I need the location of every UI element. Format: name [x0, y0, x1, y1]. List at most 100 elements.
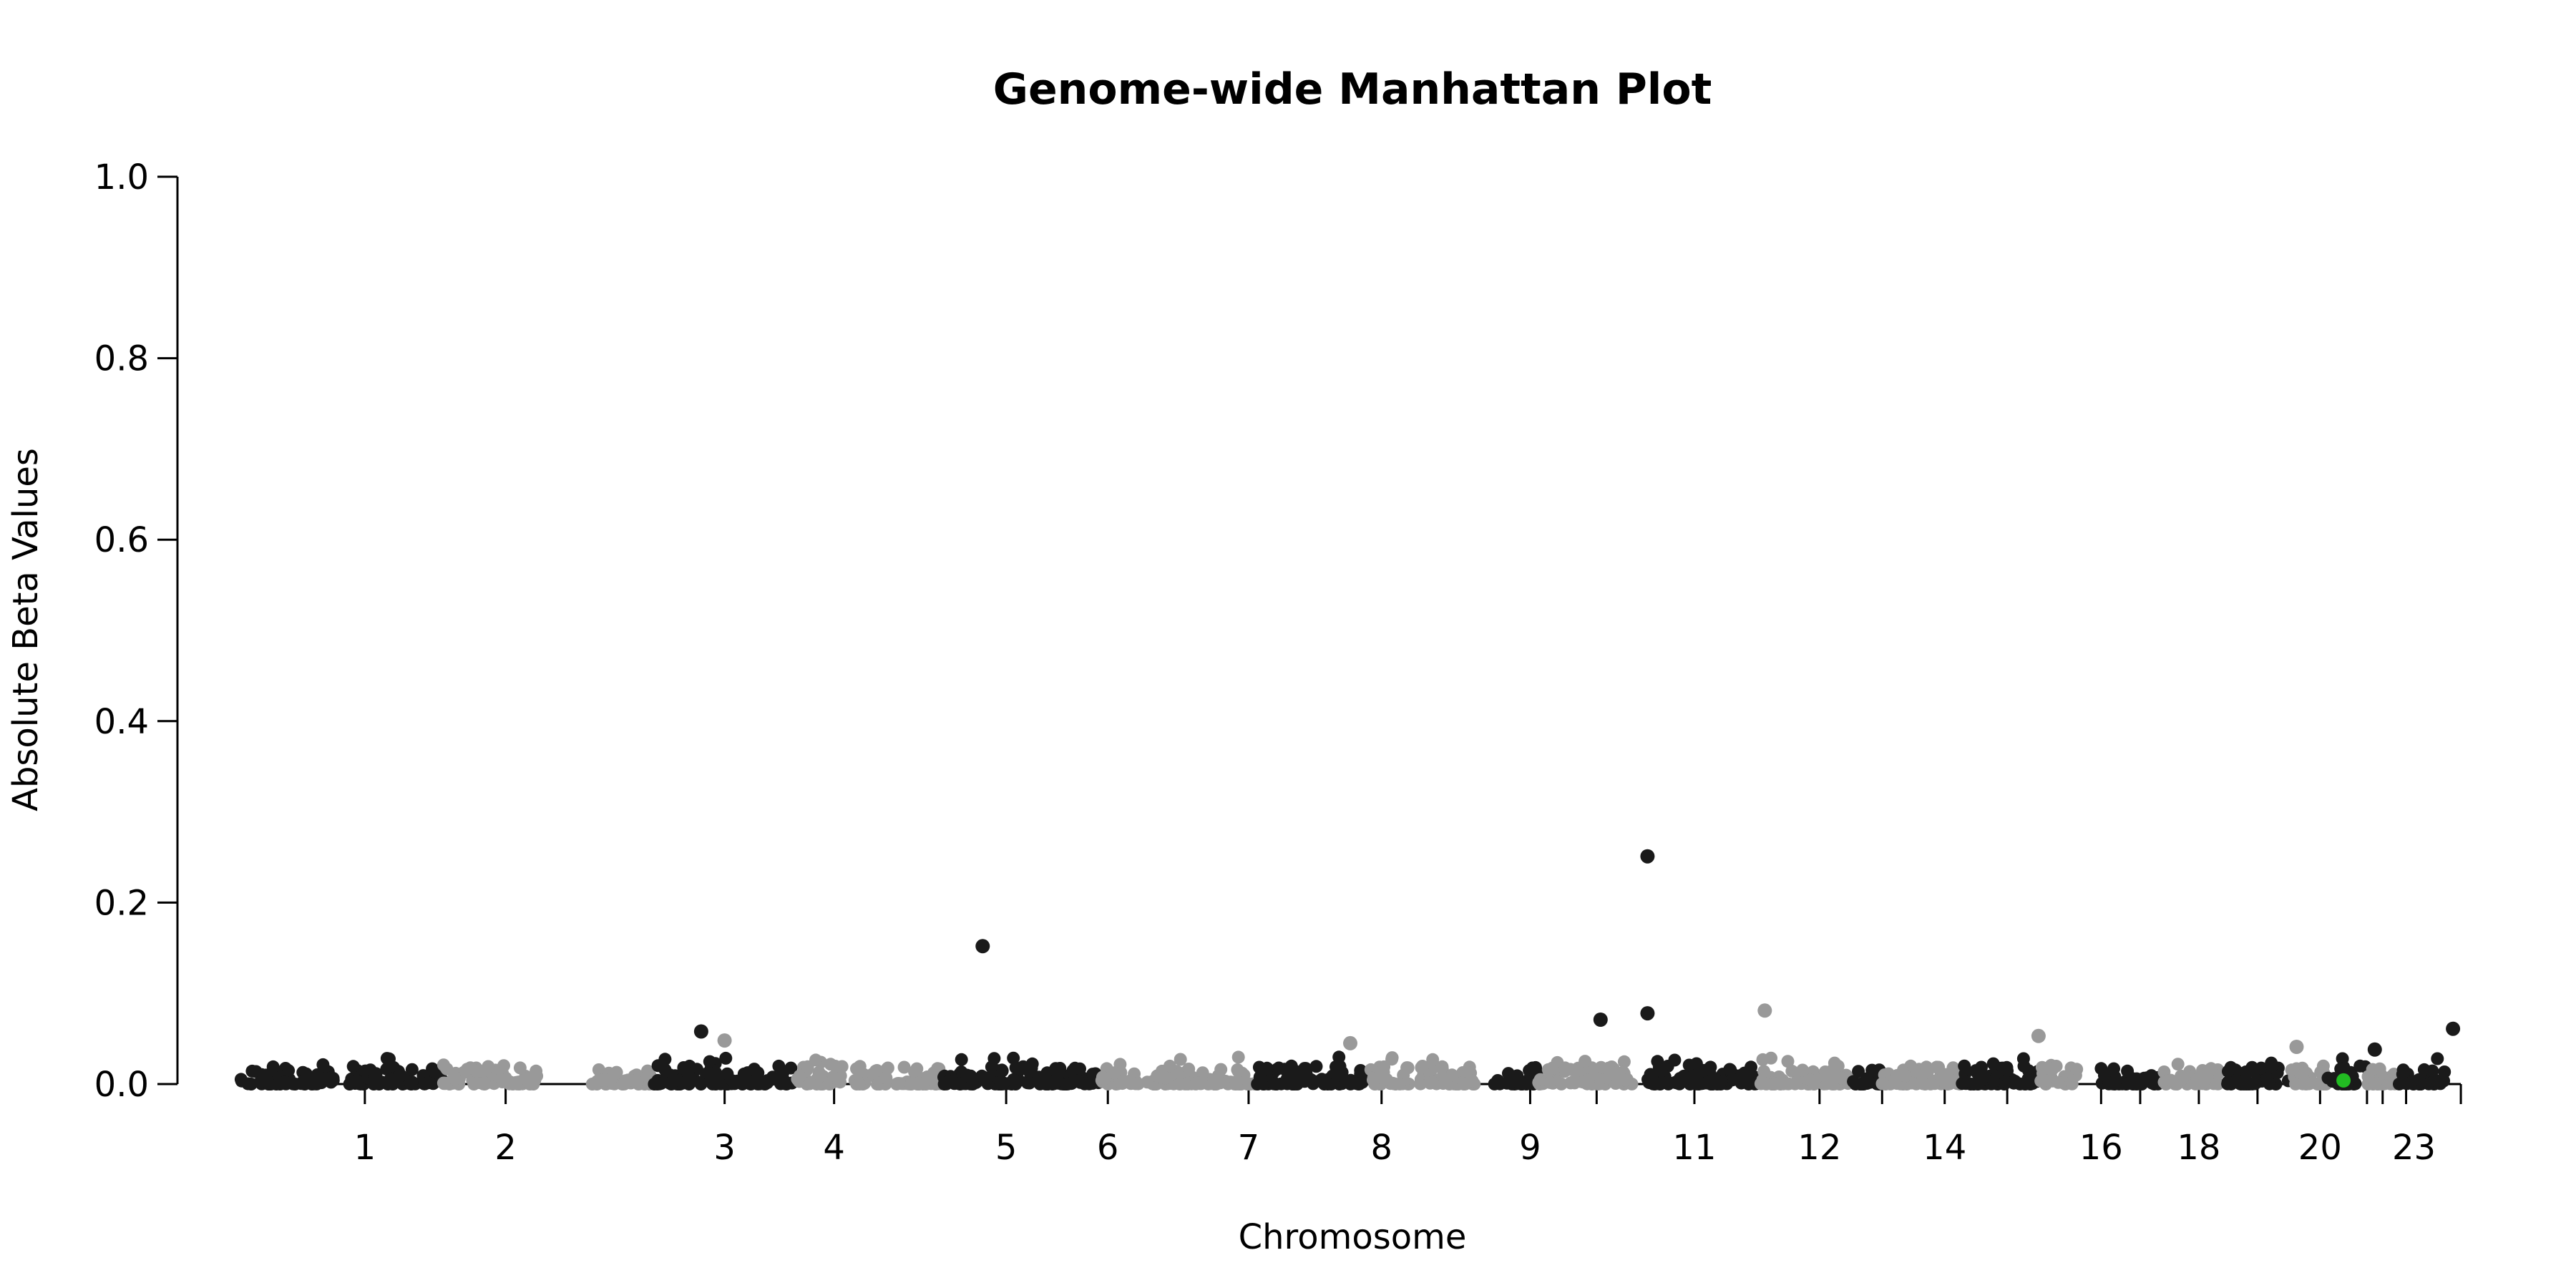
data-point [448, 1072, 462, 1085]
data-point [879, 1071, 893, 1085]
data-point [721, 1067, 734, 1080]
data-point [346, 1060, 360, 1073]
data-point [850, 1062, 863, 1075]
data-point [1488, 1077, 1501, 1091]
data-point [955, 1053, 968, 1066]
data-point [2336, 1052, 2349, 1065]
data-point [2225, 1077, 2238, 1091]
data-point [2210, 1077, 2223, 1091]
data-point [1083, 1077, 1096, 1091]
data-point [2035, 1060, 2049, 1074]
data-point [364, 1063, 377, 1077]
data-point-notable [2289, 1040, 2304, 1054]
data-point [748, 1063, 761, 1076]
data-point [404, 1077, 417, 1091]
data-point [1568, 1064, 1582, 1078]
data-point [1941, 1078, 1954, 1091]
data-point-notable [2446, 1021, 2461, 1036]
y-tick-label: 1.0 [94, 157, 149, 197]
data-point [1231, 1065, 1245, 1078]
data-point [2017, 1059, 2031, 1073]
data-point [1505, 1075, 1518, 1088]
x-tick-label: 4 [823, 1128, 845, 1168]
data-point [1555, 1077, 1568, 1091]
data-point [2396, 1076, 2409, 1090]
x-tick-label: 2 [494, 1128, 517, 1168]
data-point [1735, 1068, 1748, 1082]
data-point [1684, 1072, 1698, 1085]
data-point [372, 1076, 385, 1090]
data-point [1438, 1073, 1452, 1086]
x-tick-label: 23 [2392, 1128, 2436, 1168]
data-point [1047, 1077, 1060, 1091]
data-point [1426, 1053, 1440, 1066]
data-point [2396, 1063, 2410, 1077]
data-point [279, 1075, 293, 1089]
data-point [1757, 1065, 1771, 1078]
data-point [1644, 1068, 1657, 1081]
data-point [1828, 1062, 1841, 1075]
y-tick-label: 0.4 [94, 702, 149, 742]
data-point [1785, 1064, 1799, 1078]
data-point [513, 1061, 527, 1075]
data-point [2222, 1065, 2235, 1078]
x-tick-label: 12 [1797, 1128, 1841, 1168]
data-point-notable [2031, 1028, 2046, 1043]
data-point [917, 1076, 930, 1090]
data-point [1173, 1078, 1186, 1091]
data-point [482, 1060, 495, 1073]
data-point [405, 1063, 419, 1076]
data-point [595, 1073, 609, 1087]
data-point [1280, 1072, 1294, 1085]
data-point [952, 1077, 966, 1091]
data-point [2263, 1077, 2276, 1091]
data-point [653, 1077, 666, 1091]
data-point [2170, 1075, 2182, 1088]
data-point [266, 1060, 280, 1073]
data-point [1309, 1060, 1323, 1073]
data-point [257, 1070, 270, 1083]
data-point [711, 1073, 725, 1086]
data-point-notable [1593, 1013, 1608, 1027]
data-point [2336, 1062, 2350, 1075]
data-point [2236, 1076, 2249, 1090]
data-point [1877, 1077, 1890, 1091]
data-point [437, 1077, 451, 1091]
data-point [1543, 1075, 1557, 1089]
data-point-notable [2367, 1042, 2382, 1057]
x-tick-label: 11 [1672, 1128, 1716, 1168]
data-point [1023, 1076, 1036, 1090]
x-tick-label: 8 [1370, 1128, 1392, 1168]
data-point [2051, 1075, 2065, 1089]
data-point [997, 1076, 1010, 1090]
data-point [910, 1062, 924, 1075]
data-point [2107, 1062, 2120, 1075]
data-point [2353, 1059, 2367, 1073]
data-point [1859, 1074, 1873, 1088]
data-point [1007, 1051, 1020, 1065]
data-point [829, 1060, 842, 1073]
data-point [464, 1061, 477, 1075]
data-point [1987, 1075, 2001, 1088]
data-point [1939, 1068, 1953, 1081]
data-point [1617, 1055, 1631, 1068]
data-point [383, 1052, 396, 1065]
data-point [585, 1078, 599, 1091]
data-point [1651, 1055, 1664, 1068]
data-point [975, 1069, 989, 1083]
x-tick-label: 14 [1923, 1128, 1966, 1168]
data-point [1689, 1057, 1703, 1070]
x-tick-label: 1 [354, 1128, 376, 1168]
data-point [2008, 1075, 2021, 1088]
data-point [1332, 1050, 1346, 1064]
data-point [813, 1068, 826, 1082]
data-point [1956, 1077, 1969, 1091]
data-point [801, 1060, 814, 1073]
data-point [1208, 1078, 1221, 1091]
data-point [1355, 1075, 1369, 1089]
data-point-notable [1343, 1035, 1357, 1050]
data-point [1068, 1061, 1082, 1075]
data-point [436, 1058, 450, 1072]
data-point [1566, 1075, 1579, 1089]
data-point-notable [1640, 849, 1655, 864]
